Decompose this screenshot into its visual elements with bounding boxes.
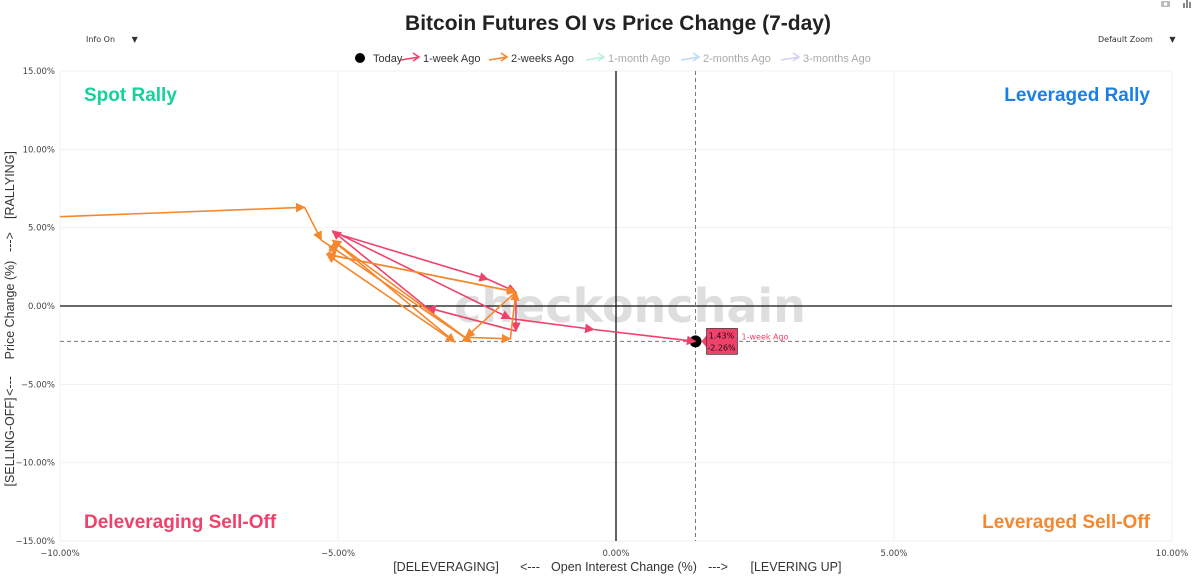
reference-lines [60,71,1172,541]
legend-arrow-icon [585,52,606,62]
x-tick-label: 0.00% [602,549,629,559]
chart-title: Bitcoin Futures OI vs Price Change (7-da… [405,12,831,35]
x-axis-label-left: [DELEVERAGING] [393,560,499,574]
y-tick-label: −10.00% [15,459,55,469]
axes [60,71,1172,541]
series-segment [331,230,428,309]
quadrant-label: Leveraged Sell-Off [982,512,1151,533]
series-segment [325,251,517,293]
series-segment [426,305,517,332]
y-axis-label: [SELLING-OFF] <--- Price Change (%) --->… [3,151,17,486]
legend-item-label: 1-month Ago [608,53,670,65]
y-axis-label-center: Price Change (%) [3,261,17,360]
y-axis-label-top-arrow: ---> [3,232,17,252]
legend-item-label: 2-months Ago [703,53,771,65]
y-tick-label: −15.00% [15,537,55,547]
annotation-x-value: 1.43% [709,331,735,340]
series-segment [331,239,456,343]
y-tick-label: 0.00% [28,302,55,312]
series-segment [303,206,323,242]
series [59,202,702,348]
x-axis-label-right: [LEVERING UP] [751,560,842,574]
x-axis-label-center: Open Interest Change (%) [551,560,697,574]
zoom-select-label: Default Zoom [1098,35,1153,44]
y-tick-label: 15.00% [23,67,55,77]
x-axis-label-left-arrow: <--- [520,560,540,574]
info-toggle-label: Info On [86,35,116,44]
x-axis-label: [DELEVERAGING] <--- Open Interest Change… [393,560,841,574]
quadrant-label: Leveraged Rally [1004,85,1150,106]
legend-item-label: 1-week Ago [423,53,480,65]
x-tick-label: 5.00% [880,549,907,559]
x-axis-label-right-arrow: ---> [708,560,728,574]
y-axis-label-top: [RALLYING] [3,151,17,219]
annotation: 1.43% -2.26% 1-week Ago [701,328,789,355]
legend-arrow-icon [488,52,509,62]
annotation-label: 1-week Ago [742,332,789,341]
info-toggle[interactable]: Info On ▼ [86,35,138,44]
y-axis-label-bottom-arrow: <--- [3,376,17,396]
series-segment [465,291,517,338]
annotation-pointer [701,335,707,348]
series-segment [332,231,490,282]
camera-icon[interactable] [1161,1,1170,7]
legend-arrow-icon [400,52,421,62]
annotation-y-value: -2.26% [707,343,736,352]
chevron-down-icon: ▼ [131,35,138,44]
annotation-box [706,328,738,355]
legend-item-label: 2-weeks Ago [511,53,574,65]
y-axis-label-bottom: [SELLING-OFF] [3,398,17,487]
quadrant-label: Deleveraging Sell-Off [84,512,277,533]
bar-chart-icon[interactable] [1183,0,1191,8]
legend[interactable]: Today 1-week Ago 2-weeks Ago 1-month Ago 2-m… [355,52,871,65]
series-segment [510,317,595,334]
x-tick-label: −5.00% [321,549,355,559]
x-tick-label: 10.00% [1156,549,1188,559]
series-segment [332,230,512,320]
tick-labels: −10.00% −5.00% 0.00% 5.00% 10.00% −15.00% −10.… [15,67,1188,559]
series-segment [59,202,306,218]
quadrant-label: Spot Rally [84,85,177,106]
legend-arrow-icon [780,52,801,62]
series-segment [337,250,473,343]
series-segment [326,244,339,255]
quadrant-labels: Spot Rally Leveraged Rally Deleveraging Se… [84,85,1151,533]
series-segment [509,290,520,339]
y-tick-label: 10.00% [23,145,55,155]
y-tick-label: 5.00% [28,224,55,234]
series-segment [331,239,472,343]
x-tick-label: −10.00% [40,549,80,559]
y-tick-label: −5.00% [21,380,55,390]
legend-arrow-icon [680,52,701,62]
series-segment [465,333,512,344]
legend-marker-today [355,53,365,63]
series-segment [326,253,456,343]
zoom-select[interactable]: Default Zoom ▼ [1098,35,1176,44]
series-segment [593,328,697,346]
legend-item-label: Today [373,53,403,65]
chevron-down-icon: ▼ [1169,35,1176,44]
legend-item-label: 3-months Ago [803,53,871,65]
